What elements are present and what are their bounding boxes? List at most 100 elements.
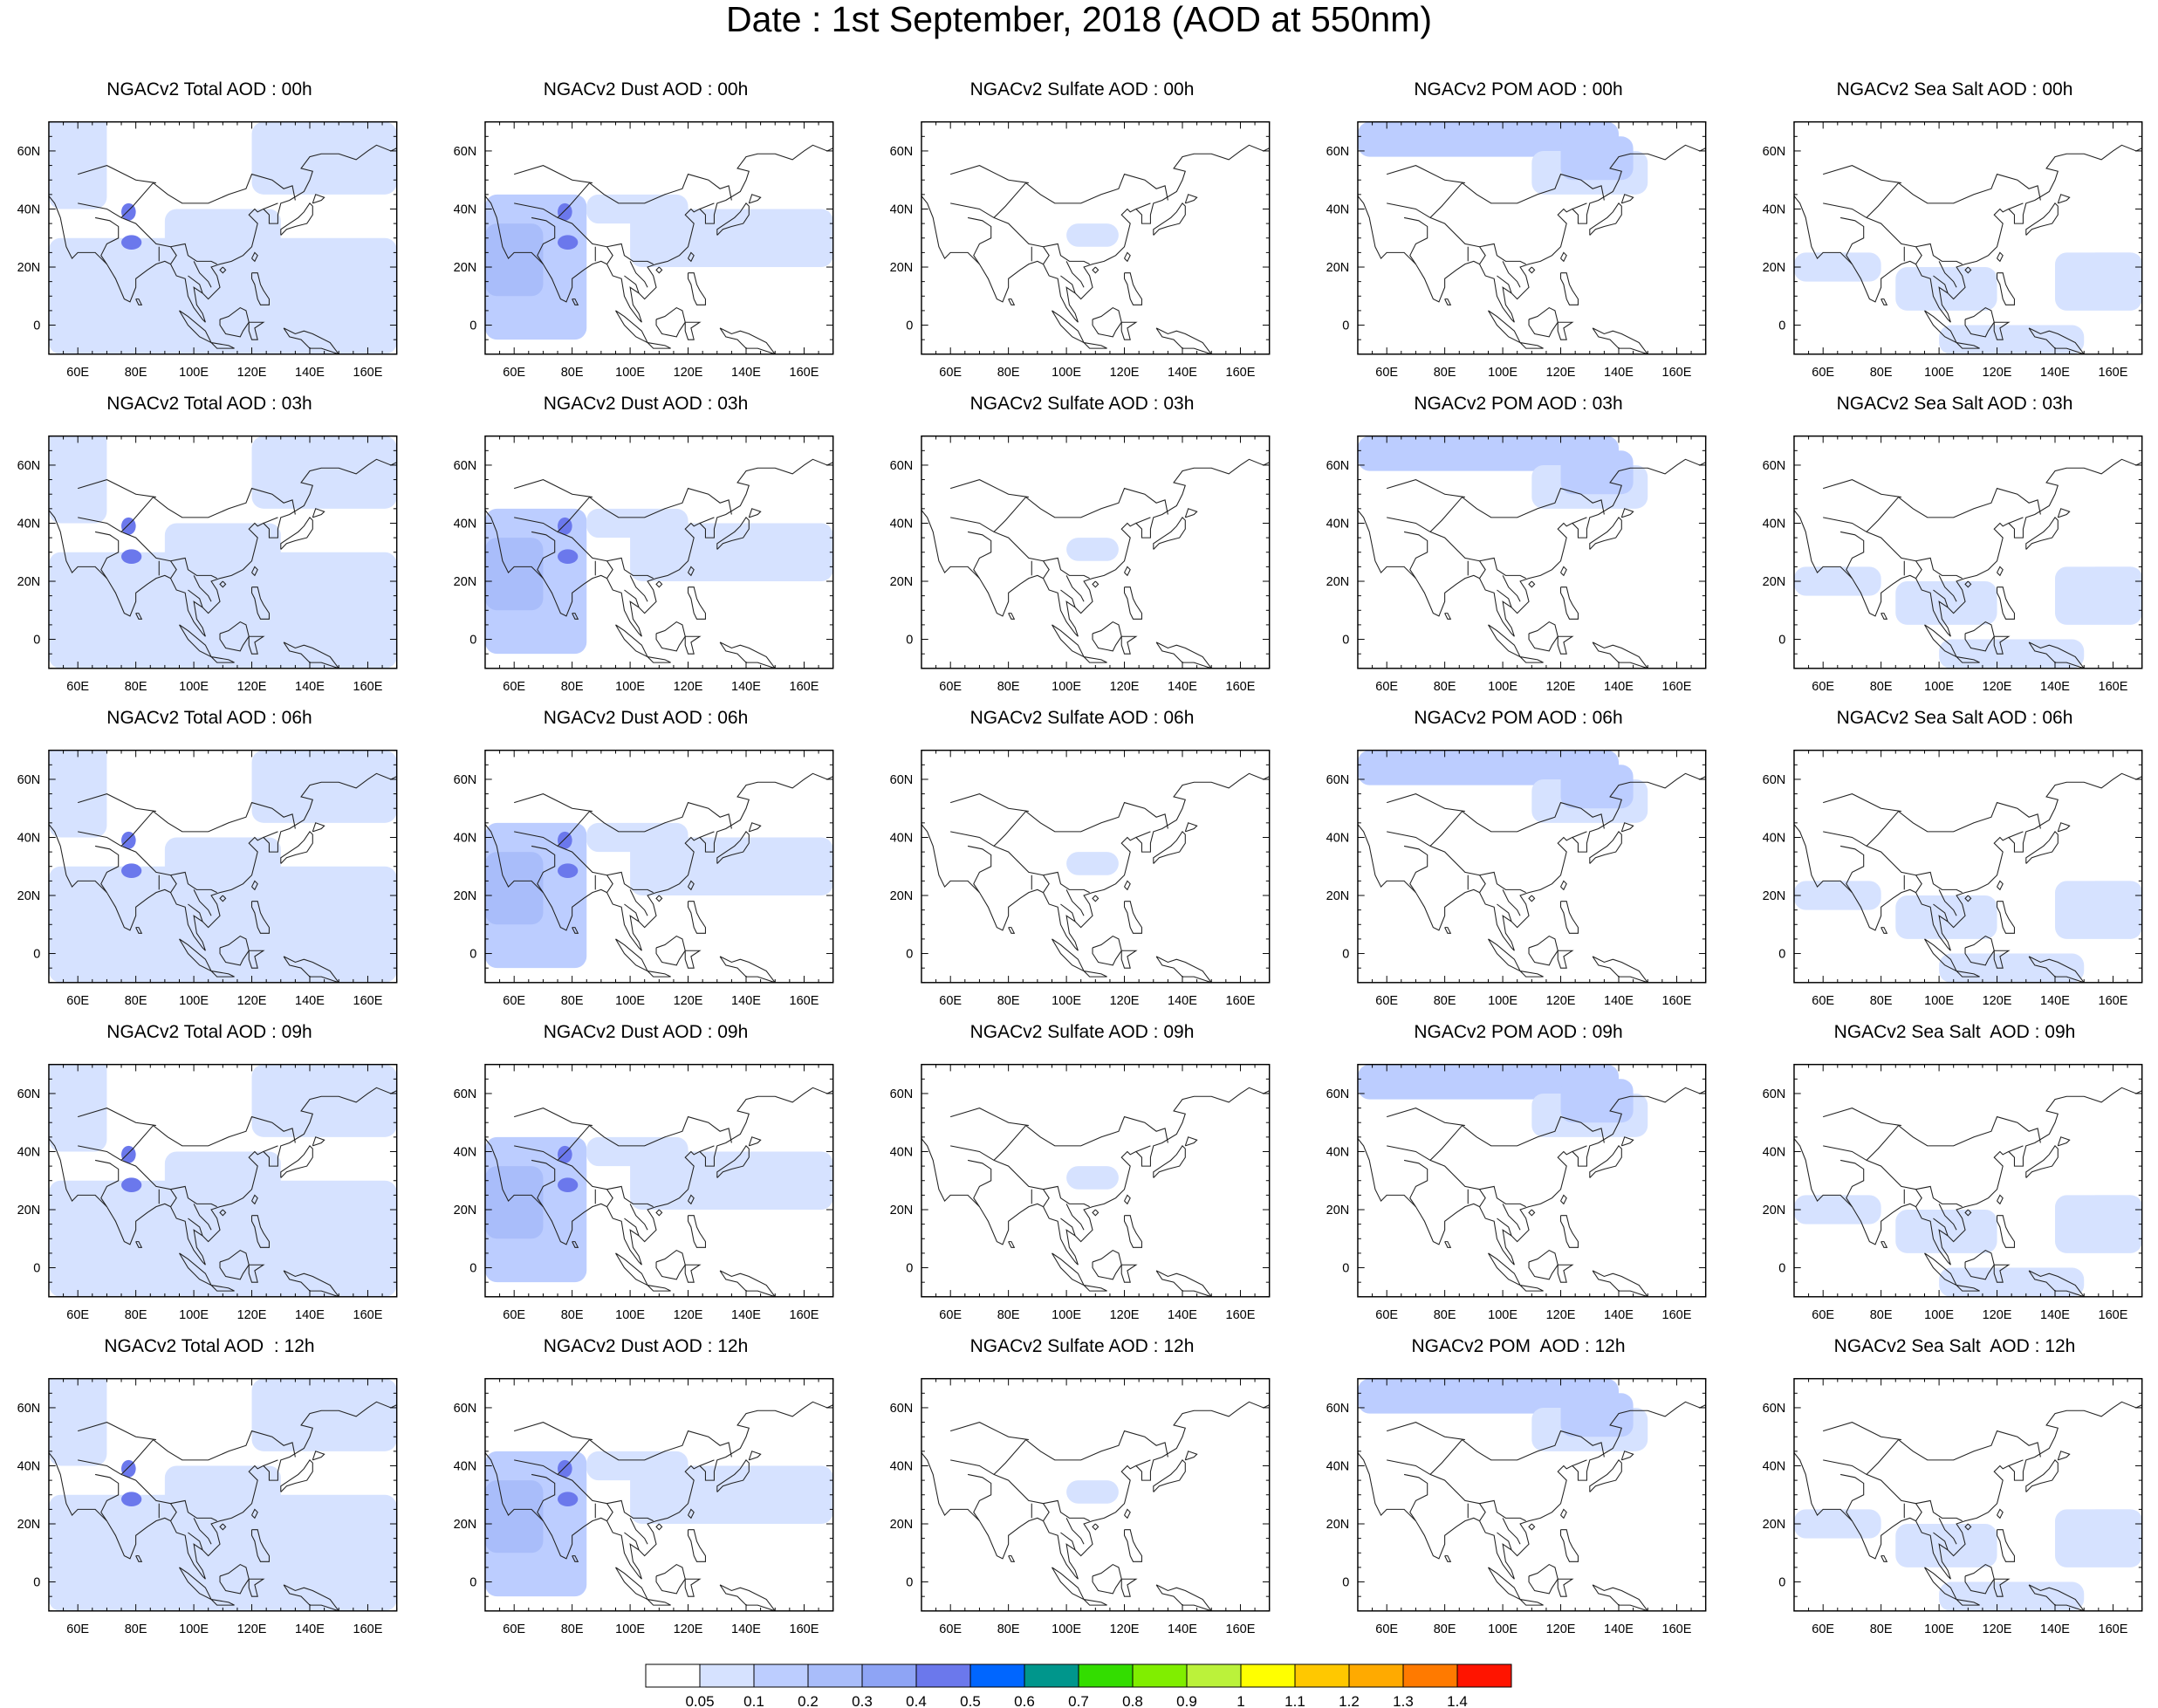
coastlines bbox=[484, 144, 833, 354]
x-tick-label: 60E bbox=[1375, 994, 1398, 1008]
x-tick-label: 160E bbox=[353, 366, 383, 380]
map-plot: 60E 80E 100E 120E 140E 160E 60N 40N 20N 0 bbox=[17, 435, 398, 694]
panel-title: NGACv2 POM AOD : 06h bbox=[1414, 708, 1623, 728]
colorbar-swatch bbox=[1348, 1663, 1404, 1688]
x-tick-label: 60E bbox=[939, 366, 962, 380]
x-tick-label: 120E bbox=[1983, 680, 2012, 694]
x-tick-label: 100E bbox=[179, 680, 209, 694]
x-tick-label: 120E bbox=[1110, 680, 1140, 694]
x-tick-label: 100E bbox=[1052, 680, 1081, 694]
colorbar-swatch bbox=[861, 1663, 917, 1688]
y-tick-label: 20N bbox=[1763, 1518, 1786, 1532]
y-tick-label: 60N bbox=[1763, 145, 1786, 159]
coastlines bbox=[48, 1087, 397, 1297]
x-tick-label: 160E bbox=[1226, 1308, 1256, 1322]
colorbar-swatch bbox=[645, 1663, 701, 1688]
x-tick-label: 140E bbox=[1168, 1622, 1197, 1636]
colorbar-tick-label: 1 bbox=[1237, 1693, 1244, 1708]
colorbar-tick-label: 0.05 bbox=[685, 1693, 714, 1708]
x-tick-label: 60E bbox=[1812, 994, 1834, 1008]
y-tick-label: 60N bbox=[1763, 1402, 1786, 1416]
x-tick-label: 140E bbox=[295, 680, 325, 694]
y-tick-label: 60N bbox=[1763, 1087, 1786, 1101]
x-tick-label: 160E bbox=[1662, 680, 1692, 694]
panel-title: NGACv2 Sulfate AOD : 09h bbox=[969, 1022, 1195, 1042]
panel-title: NGACv2 POM AOD : 12h bbox=[1411, 1336, 1626, 1356]
x-tick-label: 140E bbox=[1604, 994, 1634, 1008]
y-tick-label: 40N bbox=[17, 202, 41, 216]
map-plot: 60E 80E 100E 120E 140E 160E 60N 40N 20N 0 bbox=[1763, 1063, 2143, 1322]
colorbar-swatch bbox=[807, 1663, 863, 1688]
y-tick-label: 40N bbox=[454, 517, 477, 531]
x-tick-label: 120E bbox=[1110, 1622, 1140, 1636]
x-tick-label: 120E bbox=[1983, 994, 2012, 1008]
colorbar-tick-label: 0.3 bbox=[852, 1693, 873, 1708]
colorbar-swatch bbox=[1240, 1663, 1296, 1688]
y-tick-label: 60N bbox=[890, 1402, 914, 1416]
x-tick-label: 80E bbox=[997, 366, 1020, 380]
colorbar-swatch bbox=[1024, 1663, 1079, 1688]
y-tick-label: 60N bbox=[17, 459, 41, 473]
x-tick-label: 80E bbox=[1434, 1622, 1456, 1636]
map-plot: 60E 80E 100E 120E 140E 160E 60N 40N 20N 0 bbox=[454, 1063, 834, 1322]
y-tick-label: 60N bbox=[17, 1402, 41, 1416]
map-panel-dust-4: NGACv2 Dust AOD : 12h 60E 80E 100E 120E 140E 1… bbox=[436, 1335, 873, 1636]
x-tick-label: 60E bbox=[503, 680, 525, 694]
y-tick-label: 20N bbox=[17, 1204, 41, 1218]
x-tick-label: 160E bbox=[1662, 366, 1692, 380]
y-tick-label: 20N bbox=[1326, 575, 1350, 589]
aod-field bbox=[48, 436, 397, 669]
x-tick-label: 160E bbox=[1662, 1308, 1692, 1322]
y-tick-label: 60N bbox=[17, 1087, 41, 1101]
x-tick-label: 100E bbox=[1924, 994, 1954, 1008]
x-tick-label: 140E bbox=[2040, 994, 2070, 1008]
y-tick-label: 20N bbox=[17, 575, 41, 589]
page-title: Date : 1st September, 2018 (AOD at 550nm… bbox=[725, 0, 1433, 39]
y-tick-label: 0 bbox=[906, 947, 913, 961]
x-tick-label: 160E bbox=[790, 1308, 819, 1322]
x-tick-label: 120E bbox=[237, 680, 267, 694]
y-tick-label: 20N bbox=[1326, 1518, 1350, 1532]
colorbar-swatch bbox=[699, 1663, 755, 1688]
x-tick-label: 80E bbox=[125, 994, 147, 1008]
x-tick-label: 100E bbox=[179, 366, 209, 380]
aod-field bbox=[484, 1451, 833, 1597]
y-tick-label: 20N bbox=[454, 261, 477, 275]
coastlines bbox=[1357, 144, 1706, 354]
aod-field bbox=[1357, 121, 1648, 195]
x-tick-label: 80E bbox=[1870, 1622, 1893, 1636]
panel-title: NGACv2 Sea Salt AOD : 03h bbox=[1836, 394, 2073, 414]
map-panel-sulfate-2: NGACv2 Sulfate AOD : 06h 60E 80E 100E 120E 14… bbox=[873, 707, 1309, 1008]
y-tick-label: 20N bbox=[454, 889, 477, 903]
x-tick-label: 80E bbox=[561, 1622, 584, 1636]
coastlines bbox=[921, 772, 1270, 983]
panel-title: NGACv2 Sulfate AOD : 00h bbox=[969, 79, 1195, 99]
map-plot: 60E 80E 100E 120E 140E 160E 60N 40N 20N 0 bbox=[1763, 120, 2143, 380]
y-tick-label: 20N bbox=[17, 1518, 41, 1532]
map-frame bbox=[1793, 435, 2143, 669]
y-tick-label: 60N bbox=[454, 1087, 477, 1101]
map-panel-sulfate-0: NGACv2 Sulfate AOD : 00h 60E 80E 100E 120E 14… bbox=[873, 79, 1309, 380]
x-tick-label: 100E bbox=[615, 1308, 645, 1322]
map-plot: 60E 80E 100E 120E 140E 160E 60N 40N 20N 0 bbox=[17, 1377, 398, 1636]
panel-title: NGACv2 Dust AOD : 09h bbox=[543, 1022, 749, 1042]
x-tick-label: 60E bbox=[66, 1308, 89, 1322]
y-tick-label: 40N bbox=[1763, 517, 1786, 531]
y-tick-label: 40N bbox=[1326, 1459, 1350, 1473]
y-tick-label: 0 bbox=[1778, 319, 1785, 333]
x-tick-label: 60E bbox=[1375, 366, 1398, 380]
x-tick-label: 60E bbox=[1812, 1308, 1834, 1322]
x-tick-label: 60E bbox=[1375, 680, 1398, 694]
coastlines bbox=[48, 458, 397, 669]
x-tick-label: 120E bbox=[237, 994, 267, 1008]
y-tick-label: 40N bbox=[890, 517, 914, 531]
y-tick-label: 0 bbox=[1342, 1575, 1349, 1589]
y-tick-label: 0 bbox=[1342, 1261, 1349, 1275]
y-tick-label: 60N bbox=[1326, 773, 1350, 787]
x-tick-label: 140E bbox=[1604, 366, 1634, 380]
map-panel-sulfate-3: NGACv2 Sulfate AOD : 09h 60E 80E 100E 120E 14… bbox=[873, 1021, 1309, 1322]
x-tick-label: 80E bbox=[1434, 994, 1456, 1008]
y-tick-label: 60N bbox=[890, 773, 914, 787]
aod-field bbox=[1066, 852, 1119, 875]
x-tick-label: 160E bbox=[790, 994, 819, 1008]
